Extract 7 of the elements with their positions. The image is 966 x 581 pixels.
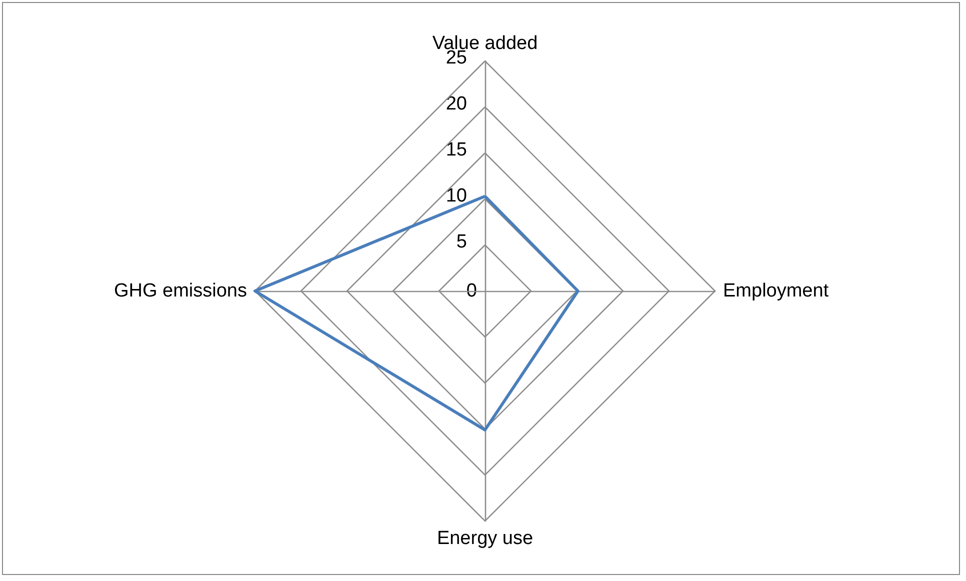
y-tick-label: 20 <box>446 94 467 114</box>
y-tick-label: 15 <box>446 140 467 160</box>
y-tick-label: 5 <box>456 232 467 252</box>
spoke-label: GHG emissions <box>114 280 247 302</box>
spoke-label: Energy use <box>436 528 534 549</box>
y-tick-label: 10 <box>446 186 467 206</box>
spoke-label: Employment <box>723 280 830 302</box>
